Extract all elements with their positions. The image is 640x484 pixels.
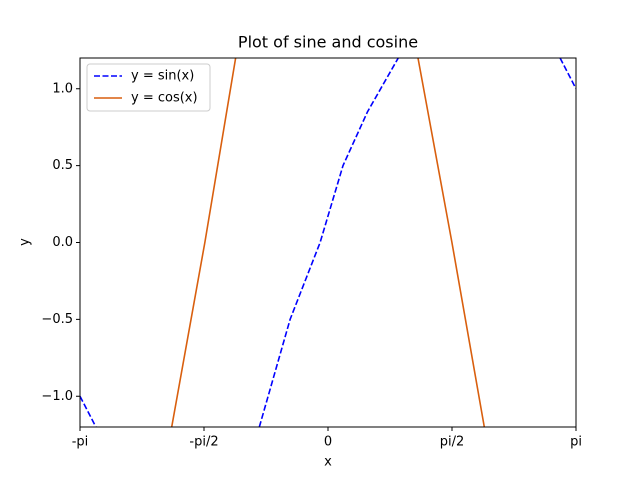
- y-axis-label: y: [18, 238, 33, 246]
- x-tick-label: pi: [570, 435, 582, 450]
- legend-label: y = cos(x): [131, 91, 198, 106]
- y-tick-label: −1.0: [41, 389, 73, 404]
- chart-title: Plot of sine and cosine: [238, 33, 418, 52]
- line-series: [80, 58, 576, 427]
- legend-label: y = sin(x): [131, 69, 194, 84]
- y-tick-label: 0.5: [52, 158, 73, 173]
- y-tick-label: 0.0: [52, 235, 73, 250]
- x-tick-label: pi/2: [440, 435, 465, 450]
- y-tick-label: −0.5: [41, 312, 73, 327]
- x-tick-label: 0: [324, 435, 332, 450]
- plot-area: [80, 58, 576, 427]
- x-tick-label: -pi: [72, 435, 89, 450]
- legend-box: [86, 63, 211, 112]
- axes-frame: [79, 57, 577, 428]
- x-tick-label: -pi/2: [189, 435, 218, 450]
- y-tick-label: 1.0: [52, 81, 73, 96]
- line-series: [170, 58, 486, 427]
- x-axis-label: x: [324, 455, 332, 470]
